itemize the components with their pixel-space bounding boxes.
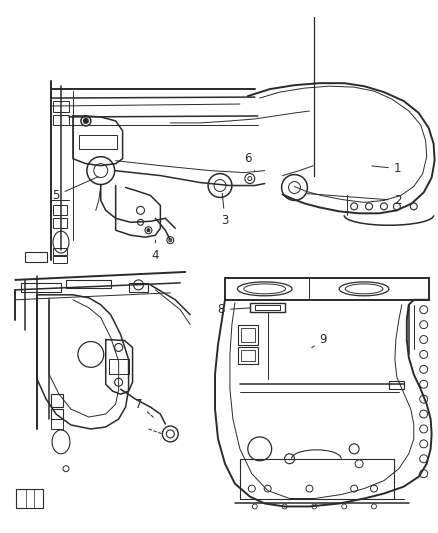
Text: 3: 3	[221, 193, 229, 227]
Circle shape	[83, 118, 88, 124]
Text: 6: 6	[244, 152, 255, 171]
Text: 1: 1	[372, 162, 401, 175]
Text: 4: 4	[152, 240, 159, 262]
Circle shape	[147, 229, 150, 232]
Text: 7: 7	[135, 398, 153, 417]
Text: 8: 8	[218, 303, 250, 316]
Text: 5: 5	[53, 177, 98, 202]
Text: 9: 9	[312, 333, 327, 348]
Text: 2: 2	[307, 193, 401, 207]
